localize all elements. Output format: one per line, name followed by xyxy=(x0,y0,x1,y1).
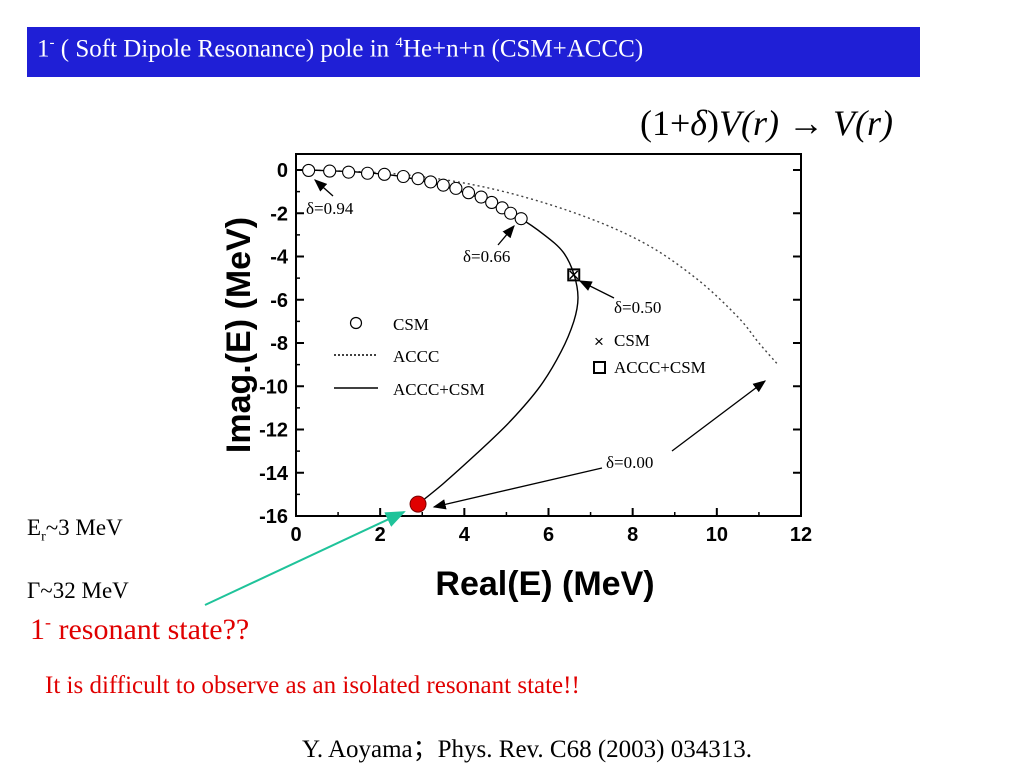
annotation-delta-000: δ=0.00 xyxy=(606,453,653,472)
csm-point xyxy=(485,195,499,209)
x-tick-label: 6 xyxy=(543,524,554,546)
legend-small-cross-marker: × xyxy=(594,332,604,351)
x-tick-label: 4 xyxy=(459,524,471,546)
arrow-delta-000-to-accc-end xyxy=(671,380,767,452)
arrow-delta-000-to-csm-pole xyxy=(432,467,603,510)
csm-point xyxy=(504,206,518,220)
y-tick-label: -10 xyxy=(259,376,288,398)
csm-point xyxy=(436,178,450,192)
arrow-delta-094 xyxy=(314,179,334,197)
series-layer xyxy=(302,163,779,513)
y-tick-label: -14 xyxy=(259,463,289,485)
legend-accc-label: ACCC xyxy=(393,347,439,366)
csm-cross-point xyxy=(569,270,579,280)
axis-ticks xyxy=(295,169,802,517)
x-tick-label: 8 xyxy=(627,524,638,546)
accc-csm-square-point xyxy=(567,268,581,282)
csm-point xyxy=(514,212,528,226)
annotation-delta-094: δ=0.94 xyxy=(306,199,354,218)
resonance-pole-dot xyxy=(409,495,427,513)
x-tick-labels: 0 2 4 6 8 10 12 xyxy=(290,524,812,546)
difficulty-remark: It is difficult to observe as an isolate… xyxy=(45,672,580,699)
csm-point xyxy=(461,186,476,200)
y-tick-label: -8 xyxy=(270,333,288,355)
accc-csm-solid-curve xyxy=(308,169,579,505)
legend-csm-marker xyxy=(349,316,363,330)
csm-point xyxy=(360,166,375,180)
csm-point xyxy=(411,172,425,186)
potential-scaling-formula: (1+δ)V(r) → V(r) xyxy=(640,103,894,143)
arrow-delta-050 xyxy=(578,280,615,299)
accc-dotted-curve xyxy=(308,169,779,366)
csm-point xyxy=(377,167,391,181)
plot-frame xyxy=(295,153,802,517)
y-tick-label: -16 xyxy=(259,506,288,528)
y-tick-label: 0 xyxy=(277,160,288,182)
arrow-delta-066 xyxy=(497,225,515,246)
legend-small-square-marker xyxy=(593,361,606,374)
x-axis-label: Real(E) (MeV) xyxy=(435,565,654,603)
csm-point xyxy=(449,181,463,195)
x-tick-label: 12 xyxy=(790,524,812,546)
pointer-to-resonance-pole xyxy=(204,511,406,606)
resonance-energy: Er~3 MeV xyxy=(27,515,123,545)
legend-small-accc-csm-label: ACCC+CSM xyxy=(614,358,706,377)
resonance-width: Γ~32 MeV xyxy=(27,578,129,603)
x-tick-label: 10 xyxy=(706,524,728,546)
y-tick-label: -12 xyxy=(259,420,288,442)
x-tick-label: 0 xyxy=(290,524,301,546)
y-axis-label: Imag.(E) (MeV) xyxy=(220,217,258,453)
csm-point xyxy=(474,190,488,204)
legend-accc-csm-label: ACCC+CSM xyxy=(393,380,485,399)
legend-small-csm-label: CSM xyxy=(614,331,650,350)
legend-csm-label: CSM xyxy=(393,315,429,334)
csm-point xyxy=(396,169,410,184)
x-tick-label: 2 xyxy=(375,524,386,546)
annotation-delta-066: δ=0.66 xyxy=(463,247,510,266)
citation: Y. Aoyama；Phys. Rev. C68 (2003) 034313. xyxy=(302,736,753,763)
y-tick-label: -6 xyxy=(270,290,288,312)
csm-point xyxy=(323,164,337,178)
csm-point xyxy=(302,163,316,177)
annotation-delta-050: δ=0.50 xyxy=(614,298,661,317)
resonant-state-question: 1- resonant state?? xyxy=(30,612,250,646)
y-tick-label: -4 xyxy=(270,247,289,269)
y-tick-labels: 0 -2 -4 -6 -8 -10 -12 -14 -16 xyxy=(259,160,289,528)
slide-title: 1- ( Soft Dipole Resonance) pole in 4He+… xyxy=(27,27,920,77)
csm-point xyxy=(342,165,356,179)
y-tick-label: -2 xyxy=(270,203,288,225)
csm-point xyxy=(424,175,438,189)
